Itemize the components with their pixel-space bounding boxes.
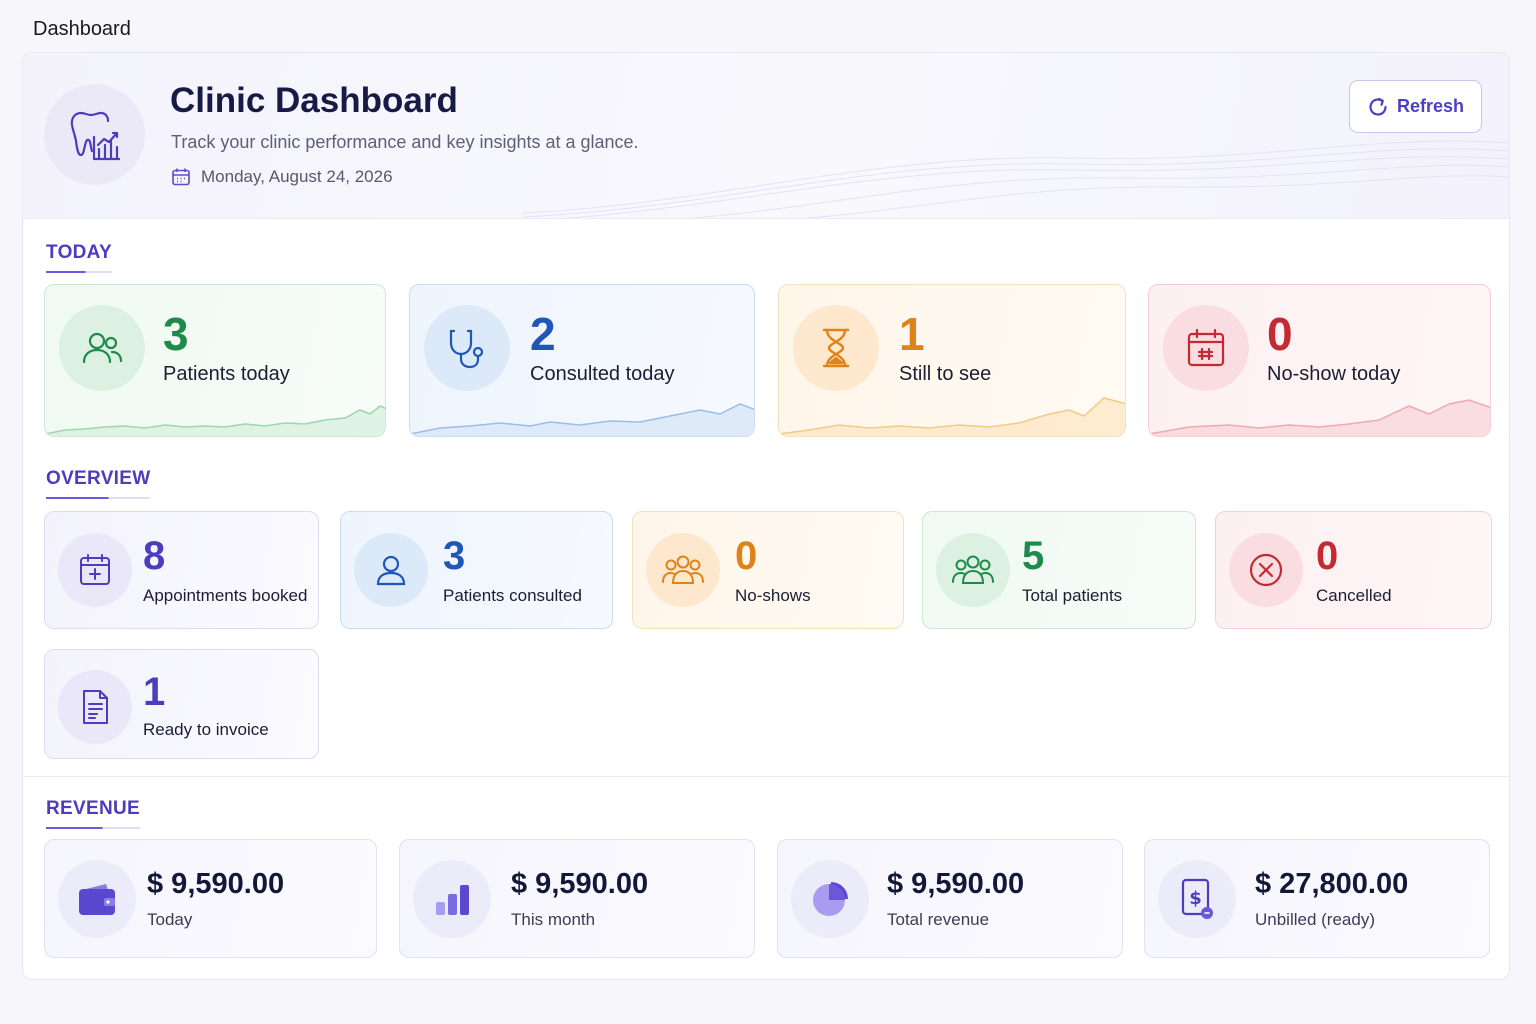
revenue-value: $ 27,800.00 [1255,868,1409,900]
bar-chart-icon [436,885,469,915]
stat-card-appointments-booked[interactable]: 8 Appointments booked [44,511,319,629]
refresh-button[interactable]: Refresh [1349,80,1482,133]
stat-label: Total patients [1022,586,1123,605]
revenue-card-this-month[interactable]: $ 9,590.00 This month [399,839,755,958]
stat-label: No-show today [1267,363,1401,385]
stat-value: 3 [163,308,189,360]
stat-icon-wrap [646,533,720,607]
revenue-icon-wrap: $ [1158,860,1236,938]
stat-value: 0 [735,534,758,578]
stat-value: 0 [1267,308,1293,360]
header-wave-decoration [523,140,1509,218]
sparkline [45,405,385,436]
stat-label: Consulted today [530,363,675,385]
refresh-icon [1369,97,1387,116]
invoice-icon [83,690,108,724]
stat-value: 0 [1316,534,1339,578]
stat-card-patients-today[interactable]: 3 Patients today [44,284,386,437]
stat-card-patients-consulted[interactable]: 3 Patients consulted [340,511,613,629]
revenue-icon-wrap [58,860,136,938]
group-icon [662,555,704,584]
stat-icon-wrap [793,305,879,391]
revenue-card-today[interactable]: $ 9,590.00 Today [44,839,377,958]
revenue-value: $ 9,590.00 [887,868,1025,900]
patients-icon [82,332,123,364]
svg-text:$: $ [1189,888,1202,909]
stat-card-still-to-see[interactable]: 1 Still to see [778,284,1126,437]
stat-label: Ready to invoice [143,720,269,739]
stat-card-ready-to-invoice[interactable]: 1 Ready to invoice [44,649,319,759]
calendar-plus-icon [80,554,110,585]
page-title: Clinic Dashboard [170,81,458,120]
hourglass-icon [822,328,850,368]
dashboard-header: Clinic Dashboard Track your clinic perfo… [23,53,1509,219]
revenue-value: $ 9,590.00 [511,868,649,900]
page-subtitle: Track your clinic performance and key in… [171,132,639,152]
page-label: Dashboard [33,18,131,40]
sparkline [410,403,754,436]
refresh-label: Refresh [1396,96,1465,116]
current-date: Monday, August 24, 2026 [171,167,393,187]
pie-chart-icon [813,882,848,916]
sparkline [1149,399,1490,436]
revenue-icon-wrap [791,860,869,938]
group-icon [952,555,994,584]
stat-card-cancelled[interactable]: 0 Cancelled [1215,511,1492,629]
stat-value: 1 [143,670,166,714]
stat-card-consulted-today[interactable]: 2 Consulted today [409,284,755,437]
stat-label: Patients today [163,363,290,385]
section-divider [23,776,1509,777]
stat-card-total-patients[interactable]: 5 Total patients [922,511,1196,629]
stat-icon-wrap [58,670,132,744]
stat-icon-wrap [936,533,1010,607]
stat-label: Patients consulted [443,586,582,605]
stat-value: 5 [1022,534,1045,578]
sparkline [779,397,1125,436]
wallet-icon [79,884,115,915]
stat-icon-wrap [59,305,145,391]
revenue-value: $ 9,590.00 [147,868,285,900]
revenue-label: This month [511,910,596,929]
revenue-label: Total revenue [887,910,990,929]
revenue-icon-wrap [413,860,491,938]
stat-icon-wrap [58,533,132,607]
stat-value: 8 [143,534,166,578]
stat-value: 3 [443,534,466,578]
cancel-icon [1249,553,1283,587]
stat-label: Still to see [899,363,992,385]
bill-icon: $ [1181,878,1213,919]
stat-label: Cancelled [1316,586,1392,605]
revenue-label: Unbilled (ready) [1255,910,1375,929]
stat-card-no-shows[interactable]: 0 No-shows [632,511,904,629]
calendar-no-show-icon [1187,328,1225,367]
stat-card-no-show-today[interactable]: 0 No-show today [1148,284,1491,437]
clinic-logo [44,84,145,185]
dashboard-panel: Clinic Dashboard Track your clinic perfo… [22,52,1510,980]
stat-icon-wrap [354,533,428,607]
stat-value: 1 [899,308,925,360]
revenue-card-total-revenue[interactable]: $ 9,590.00 Total revenue [777,839,1123,958]
stat-icon-wrap [424,305,510,391]
section-title-revenue: REVENUE [46,798,140,829]
stat-icon-wrap [1163,305,1249,391]
revenue-card-unbilled[interactable]: $ $ 27,800.00 Unbilled (ready) [1144,839,1490,958]
stethoscope-icon [449,329,484,369]
revenue-label: Today [147,910,193,929]
section-title-overview: OVERVIEW [46,468,151,499]
stat-icon-wrap [1229,533,1303,607]
user-icon [376,555,406,586]
stat-value: 2 [530,308,556,360]
stat-label: Appointments booked [143,586,308,605]
section-title-today: TODAY [46,242,112,273]
tooth-chart-icon [70,111,120,160]
calendar-icon [172,168,190,186]
stat-label: No-shows [735,586,811,605]
date-text: Monday, August 24, 2026 [201,167,393,186]
